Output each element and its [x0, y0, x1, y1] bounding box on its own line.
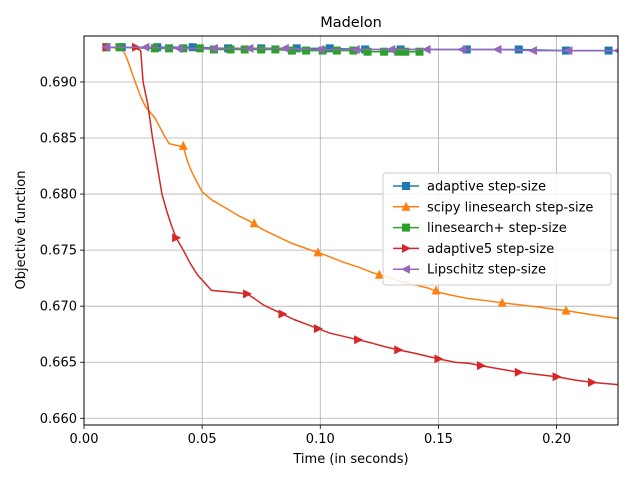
data-point — [457, 44, 467, 54]
legend-marker — [401, 264, 410, 274]
data-point — [380, 47, 389, 56]
data-point — [249, 218, 259, 228]
data-point — [313, 247, 323, 257]
x-tick-label: 0.15 — [424, 432, 453, 447]
data-point — [150, 44, 159, 53]
data-point — [325, 44, 334, 53]
data-point — [514, 367, 524, 377]
data-point — [313, 324, 323, 334]
data-point — [394, 47, 403, 56]
y-tick-label: 0.690 — [40, 75, 77, 90]
y-axis-label: Objective function — [14, 171, 29, 290]
y-tick-label: 0.665 — [40, 356, 77, 371]
data-point — [173, 43, 183, 53]
data-point — [497, 297, 507, 307]
data-point — [240, 45, 249, 54]
legend-marker — [402, 182, 410, 190]
data-point — [401, 47, 410, 56]
x-axis-label: Time (in seconds) — [292, 452, 408, 467]
data-point — [243, 289, 253, 299]
x-tick-label: 0.10 — [306, 432, 335, 447]
data-point — [613, 48, 618, 54]
data-point — [527, 46, 537, 56]
legend-item: scipy linesearch step-size — [393, 200, 593, 215]
series-line — [106, 46, 618, 320]
data-point — [354, 335, 364, 345]
data-point — [431, 285, 441, 295]
data-point — [257, 45, 266, 54]
data-point — [101, 42, 111, 52]
data-point — [561, 305, 571, 315]
data-point — [552, 372, 562, 382]
legend-box — [382, 172, 612, 286]
data-point — [208, 43, 218, 53]
data-point — [374, 269, 384, 279]
legend-item: adaptive5 step-size — [393, 242, 554, 257]
data-point — [172, 233, 182, 243]
data-point — [140, 42, 150, 52]
data-point — [279, 43, 289, 53]
data-point — [332, 46, 341, 55]
legend-item: linesearch+ step-size — [393, 221, 567, 236]
legend-item: Lipschitz step-size — [393, 263, 546, 278]
data-point — [386, 44, 396, 54]
y-tick-label: 0.675 — [40, 244, 77, 259]
legend-label: adaptive step-size — [427, 180, 546, 195]
legend-marker — [401, 201, 411, 211]
data-point — [588, 377, 598, 387]
chart-title: Madelon — [320, 15, 382, 31]
series-layer — [101, 42, 618, 387]
data-point — [421, 44, 431, 54]
legend-label: Lipschitz step-size — [427, 263, 546, 278]
data-point — [350, 44, 360, 54]
data-point — [476, 361, 486, 371]
data-point — [271, 45, 280, 54]
data-point — [226, 45, 235, 54]
data-point — [278, 309, 288, 319]
legend-label: scipy linesearch step-size — [427, 200, 593, 215]
data-point — [287, 46, 296, 55]
ticks: 0.00 0.05 0.10 0.15 0.20 0.660 0.665 0.670 0.675… — [40, 75, 571, 447]
data-point — [363, 47, 372, 56]
plot-frame — [83, 35, 619, 426]
y-tick-label: 0.660 — [40, 412, 77, 427]
data-point — [415, 47, 424, 56]
y-tick-label: 0.680 — [40, 188, 77, 203]
data-point — [434, 354, 444, 364]
data-point — [315, 44, 325, 54]
legend-label: adaptive5 step-size — [427, 242, 554, 257]
legend-marker — [402, 243, 411, 253]
data-point — [563, 46, 573, 56]
legend: adaptive step-size scipy linesearch step-… — [382, 172, 612, 286]
data-point — [302, 46, 311, 55]
legend-label: linesearch+ step-size — [427, 221, 567, 236]
data-point — [244, 43, 254, 53]
x-tick-label: 0.00 — [70, 432, 99, 447]
data-point — [188, 43, 197, 52]
x-tick-label: 0.05 — [188, 432, 217, 447]
legend-item: adaptive step-size — [393, 180, 546, 195]
series-4 — [101, 42, 618, 56]
data-point — [178, 140, 188, 150]
legend-marker — [402, 223, 410, 232]
data-point — [492, 44, 502, 54]
y-tick-label: 0.685 — [40, 132, 77, 147]
x-tick-label: 0.20 — [542, 432, 571, 447]
data-point — [394, 345, 404, 355]
y-tick-label: 0.670 — [40, 300, 77, 315]
